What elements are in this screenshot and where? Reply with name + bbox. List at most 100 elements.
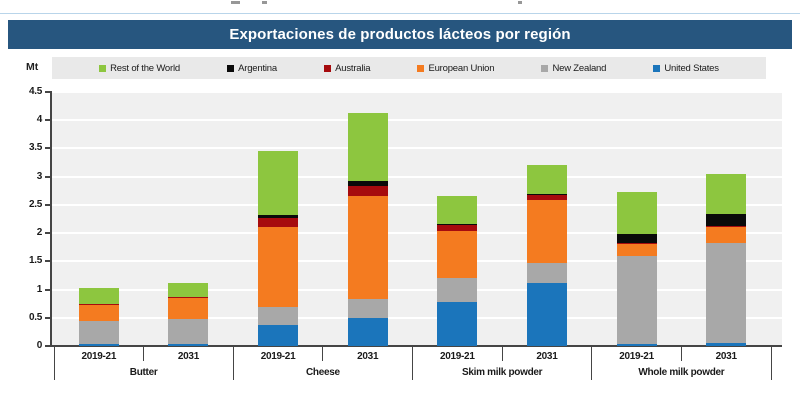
bar-segment-australia	[78, 304, 119, 306]
bar-segment-united-states	[526, 283, 567, 346]
y-tick-1	[45, 288, 52, 291]
bar-segment-new-zealand	[78, 321, 119, 345]
legend-swatch-icon	[99, 64, 107, 72]
bar-segment-new-zealand	[258, 307, 299, 326]
y-tick-label: 3	[36, 170, 43, 182]
y-tick-label: 2	[36, 227, 43, 239]
y-axis-unit-label: Mt	[26, 61, 39, 73]
x-axis-period-label: 2019-21	[439, 351, 475, 362]
legend-label: Argentina	[238, 62, 277, 74]
x-axis-group-label: Butter	[129, 367, 158, 378]
bar-segment-australia	[706, 225, 747, 228]
gridline-0.5	[52, 316, 782, 319]
legend-label: Rest of the World	[110, 62, 180, 74]
legend-item-united-states: United States	[653, 62, 719, 74]
y-tick-label: 3.5	[28, 142, 42, 154]
bar-segment-argentina	[706, 214, 747, 226]
legend-item-rest-of-the-world: Rest of the World	[99, 63, 180, 74]
bar-segment-european-union	[437, 230, 478, 279]
y-tick-label: 2.5	[28, 198, 42, 210]
bar-segment-european-union	[78, 305, 119, 322]
group-boundary-tick	[770, 347, 772, 380]
y-axis-line	[50, 91, 52, 347]
bar-segment-rest-of-the-world	[258, 151, 299, 216]
bar-segment-united-states	[347, 318, 388, 346]
bar-segment-argentina	[616, 233, 657, 243]
bar-segment-rest-of-the-world	[616, 191, 657, 234]
group-boundary-tick	[591, 347, 593, 380]
legend-swatch-icon	[227, 64, 235, 72]
gridline-2	[52, 232, 782, 235]
legend-swatch-icon	[324, 64, 332, 72]
legend-item-australia: Australia	[324, 63, 370, 74]
bar-butter-2019-21	[78, 0, 119, 346]
cropped-text-artifact	[262, 1, 267, 4]
legend-label: United States	[664, 62, 719, 74]
bar-whole-milk-powder-2019-21	[616, 0, 657, 346]
bar-skim-milk-powder-2019-21	[437, 0, 478, 346]
y-tick-label: 1.5	[28, 255, 42, 267]
bar-segment-argentina	[437, 224, 478, 226]
legend-swatch-icon	[541, 64, 549, 72]
y-tick-0.5	[45, 316, 52, 319]
bar-segment-new-zealand	[526, 263, 567, 284]
bar-segment-australia	[616, 242, 657, 245]
bar-segment-european-union	[347, 196, 388, 299]
gridline-4	[52, 119, 782, 122]
x-axis-period-label: 2031	[357, 351, 379, 362]
chart-title-bar: Exportaciones de productos lácteos por r…	[8, 20, 792, 49]
y-tick-0	[45, 345, 52, 347]
y-tick-label: 1	[36, 283, 43, 295]
x-axis-line	[50, 345, 782, 347]
bar-segment-rest-of-the-world	[347, 112, 388, 182]
y-tick-label: 4	[36, 114, 43, 126]
legend-item-argentina: Argentina	[227, 63, 277, 74]
legend-label: Australia	[335, 62, 371, 74]
group-boundary-tick	[232, 347, 234, 380]
bar-segment-rest-of-the-world	[706, 174, 747, 215]
y-tick-4.5	[45, 91, 52, 93]
bar-segment-australia	[258, 218, 299, 228]
period-separator-tick	[322, 347, 324, 361]
x-axis-group-label: Cheese	[305, 367, 340, 378]
bar-segment-united-states	[616, 344, 657, 346]
y-tick-label: 0.5	[28, 311, 42, 323]
y-tick-label: 4.5	[28, 86, 42, 97]
gridline-1	[52, 288, 782, 291]
legend-swatch-icon	[653, 64, 661, 72]
gridline-1.5	[52, 260, 782, 263]
bar-segment-new-zealand	[616, 256, 657, 345]
x-axis-period-label: 2031	[715, 351, 737, 362]
y-tick-2.5	[45, 203, 52, 206]
gridline-3	[52, 175, 782, 178]
bar-segment-australia	[437, 225, 478, 231]
y-tick-4	[45, 119, 52, 122]
y-tick-3	[45, 175, 52, 178]
bar-segment-australia	[168, 296, 209, 299]
gridline-3.5	[52, 147, 782, 150]
bar-segment-argentina	[347, 181, 388, 187]
bar-segment-australia	[347, 186, 388, 197]
x-axis-period-label: 2031	[536, 351, 558, 362]
plot-background	[52, 91, 782, 346]
gridline-2.5	[52, 203, 782, 206]
legend-label: New Zealand	[552, 62, 607, 74]
bar-segment-australia	[526, 195, 567, 200]
legend-item-new-zealand: New Zealand	[541, 63, 606, 74]
bar-segment-european-union	[616, 244, 657, 257]
legend-swatch-icon	[417, 64, 425, 72]
bar-whole-milk-powder-2031	[706, 0, 747, 346]
period-separator-tick	[680, 347, 682, 361]
bar-skim-milk-powder-2031	[526, 0, 567, 346]
bar-segment-european-union	[168, 298, 209, 319]
bar-segment-rest-of-the-world	[437, 195, 478, 225]
bar-segment-new-zealand	[168, 318, 209, 344]
bar-cheese-2031	[347, 0, 388, 346]
x-axis-period-label: 2019-21	[260, 351, 296, 362]
bar-segment-united-states	[168, 343, 209, 346]
bar-segment-united-states	[258, 325, 299, 346]
bar-segment-european-union	[706, 227, 747, 243]
bar-cheese-2019-21	[258, 0, 299, 346]
